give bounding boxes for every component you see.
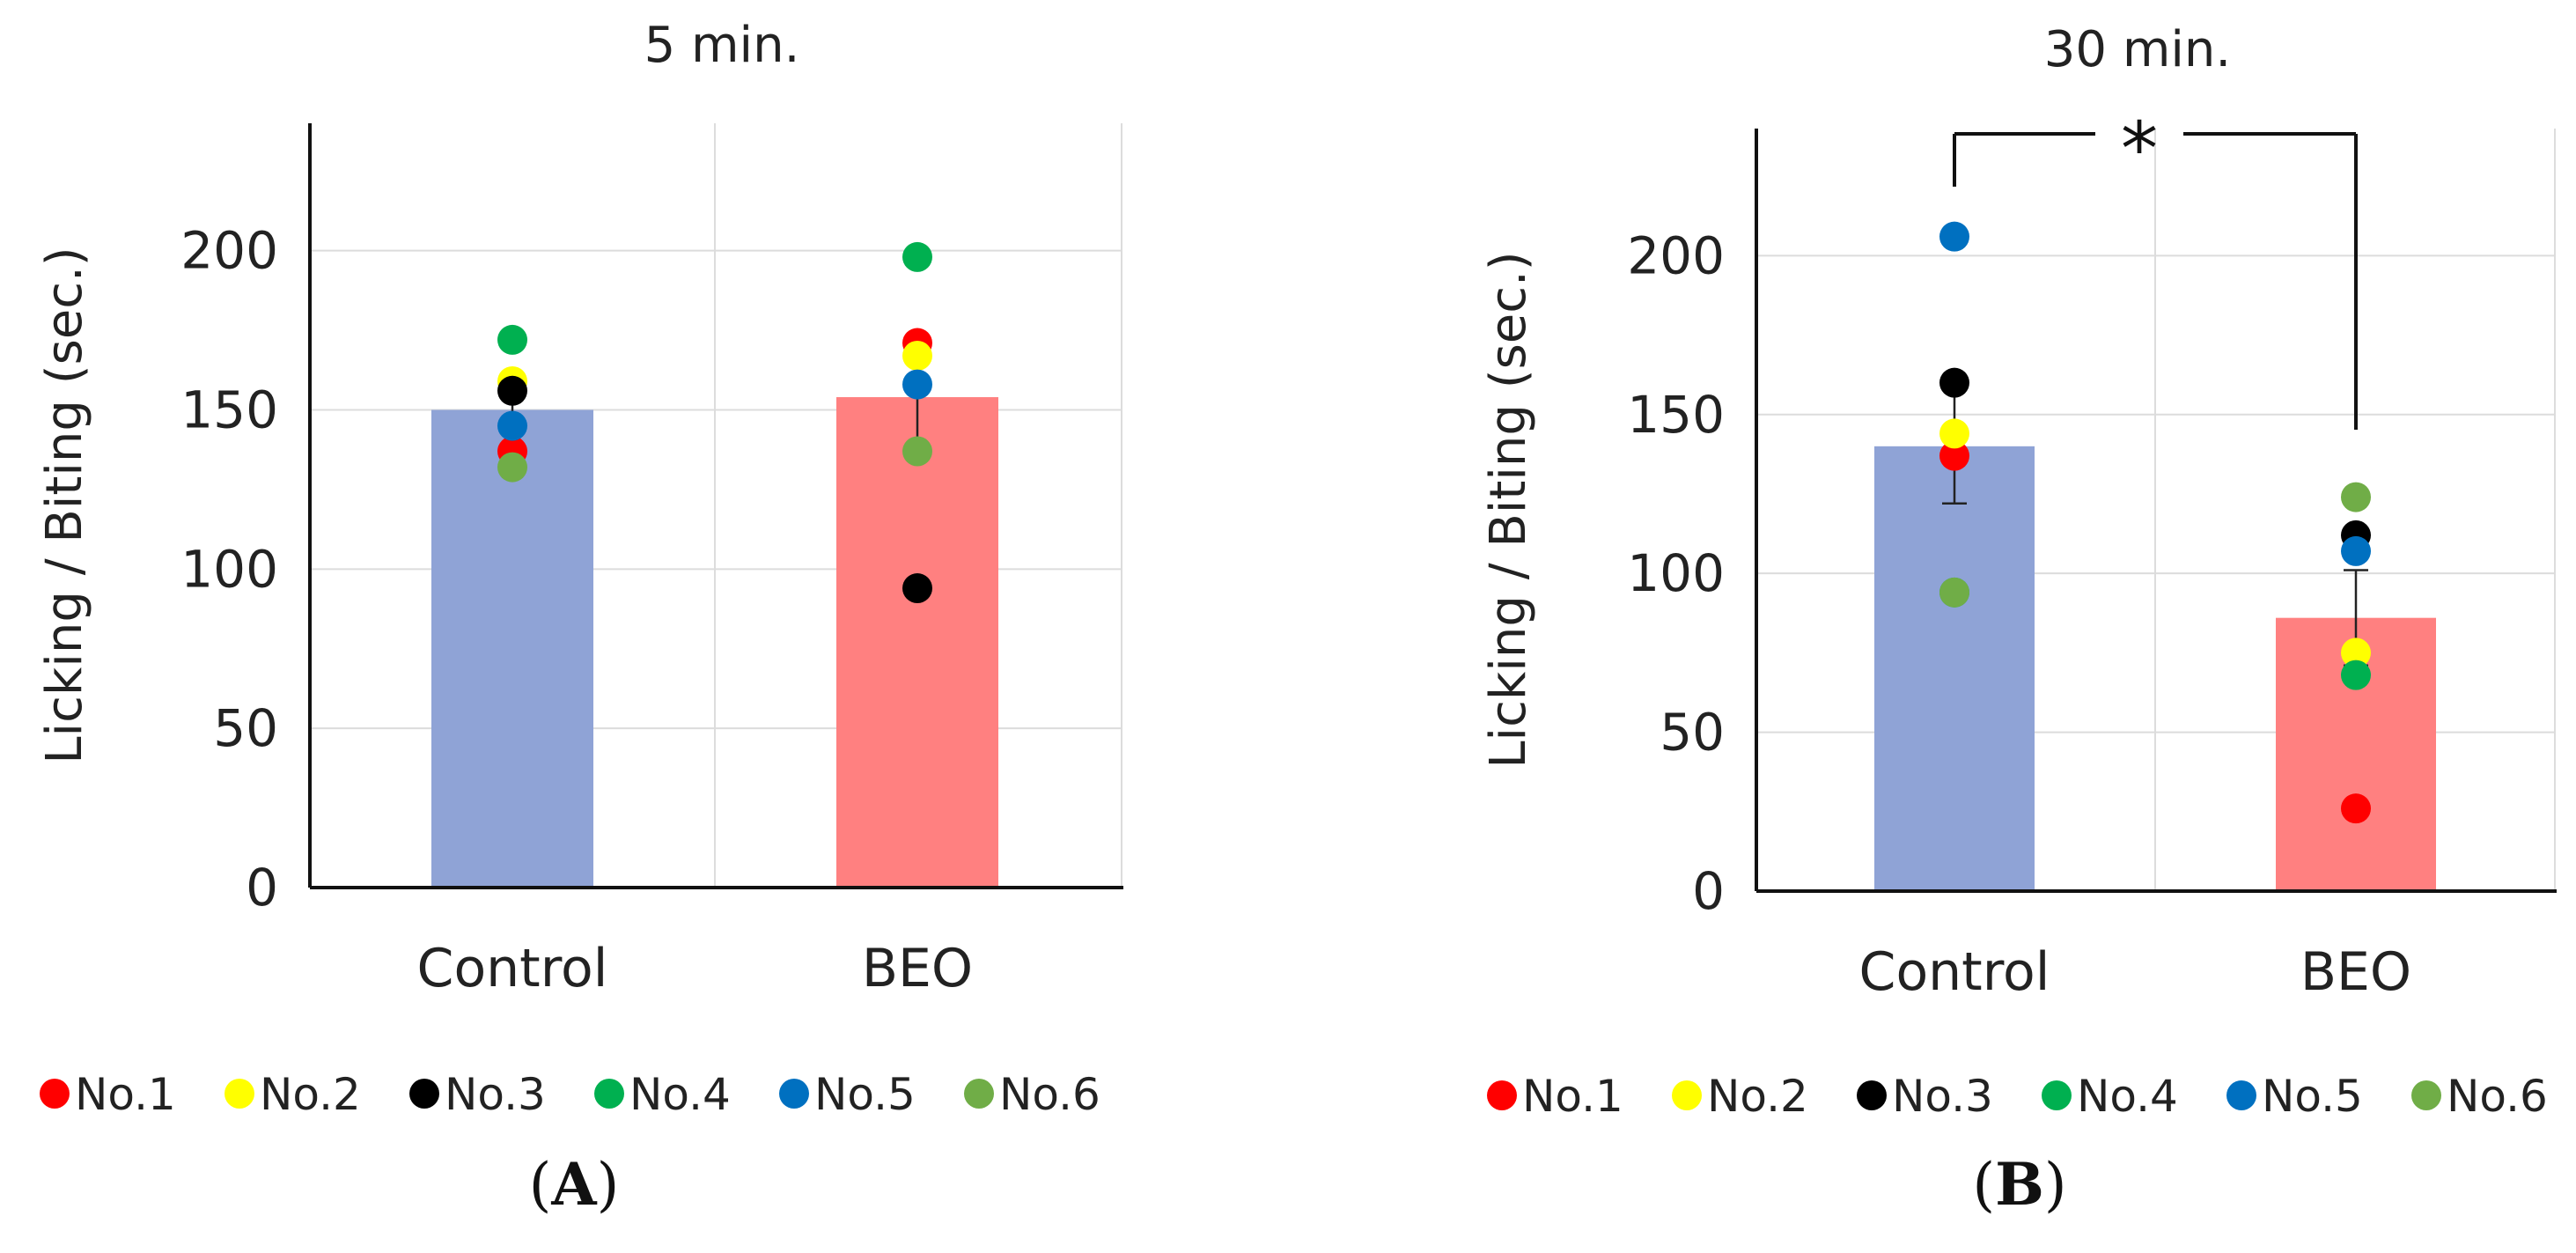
data-point-no2 (1939, 418, 1969, 449)
y-tick-label: 150 (180, 380, 278, 440)
panel-label-letter: A (550, 1150, 597, 1219)
x-tick-label: BEO (2300, 941, 2411, 1003)
panel-label: (A) (529, 1150, 620, 1219)
legend-label: No.1 (1522, 1071, 1623, 1122)
y-tick-label: 200 (180, 221, 278, 281)
y-tick-label: 100 (180, 539, 278, 599)
x-tick-label: Control (1859, 941, 2050, 1003)
legend-label: No.2 (1707, 1071, 1808, 1122)
data-point-no6 (902, 436, 932, 467)
data-point-no4 (497, 324, 527, 355)
legend-label: No.6 (999, 1069, 1100, 1120)
legend-marker (40, 1079, 70, 1109)
legend-marker (1487, 1080, 1517, 1110)
data-point-no5 (497, 410, 527, 441)
data-point-no1 (2341, 793, 2371, 824)
x-tick-label: BEO (862, 938, 973, 999)
legend-marker (779, 1079, 809, 1109)
y-axis-label: Licking / Biting (sec.) (1480, 251, 1537, 768)
data-point-no6 (2341, 482, 2371, 512)
data-point-no3 (1939, 367, 1969, 398)
bar-control (1874, 446, 2035, 891)
data-point-no6 (497, 452, 527, 483)
legend-label: No.4 (629, 1069, 731, 1120)
bar-control (431, 409, 593, 888)
legend-marker (1672, 1080, 1702, 1110)
legend-marker (2226, 1080, 2256, 1110)
x-tick-label: Control (417, 938, 608, 999)
chart-panel-b: 0 50 100 150 200 Control BEO 30 min. Licking / B… (1480, 21, 2557, 1219)
legend-label: No.2 (260, 1069, 361, 1120)
legend-marker (224, 1079, 254, 1109)
data-point-no5 (1939, 221, 1969, 252)
panel-label: (B) (1972, 1150, 2066, 1219)
legend-marker (594, 1079, 624, 1109)
panel-label-paren: ( (529, 1151, 552, 1219)
legend-label: No.4 (2077, 1071, 2178, 1122)
data-point-no2 (902, 341, 932, 372)
panel-label-paren: ( (1972, 1151, 1995, 1219)
legend-marker (964, 1079, 994, 1109)
legend-label: No.3 (1892, 1071, 1993, 1122)
legend-marker (2411, 1080, 2441, 1110)
legend-label: No.6 (2447, 1071, 2548, 1122)
legend-label: No.5 (2262, 1071, 2363, 1122)
y-tick-label: 0 (246, 858, 278, 918)
legend-label: No.5 (814, 1069, 916, 1120)
legend: No.1 No.2 No.3 No.4 No.5 No.6 (1487, 1071, 2548, 1122)
data-point-no1 (1939, 440, 1969, 471)
legend-label: No.1 (75, 1069, 176, 1120)
significance-marker: * (2121, 106, 2158, 192)
legend: No.1 No.2 No.3 No.4 No.5 No.6 (40, 1069, 1100, 1120)
data-point-no6 (1939, 577, 1969, 608)
data-point-no4 (2341, 660, 2371, 690)
data-point-no3 (497, 375, 527, 406)
chart-title: 30 min. (2044, 21, 2231, 78)
data-point-no4 (902, 241, 932, 272)
data-point-no3 (902, 573, 932, 604)
y-tick-label: 50 (213, 698, 278, 758)
legend-marker (2042, 1080, 2072, 1110)
bar-beo (836, 397, 998, 888)
panel-label-paren: ) (597, 1151, 620, 1219)
y-tick-label: 100 (1627, 543, 1725, 603)
legend-marker (409, 1079, 439, 1109)
data-point-no5 (902, 369, 932, 400)
data-point-no2 (2341, 638, 2371, 668)
data-point-no5 (2341, 535, 2371, 566)
y-tick-label: 200 (1627, 225, 1725, 285)
y-tick-label: 50 (1660, 703, 1725, 763)
panel-label-letter: B (1995, 1150, 2044, 1219)
legend-marker (1857, 1080, 1887, 1110)
panel-label-paren: ) (2044, 1151, 2067, 1219)
y-axis-label: Licking / Biting (sec.) (36, 247, 93, 763)
y-tick-label: 0 (1692, 861, 1725, 921)
y-tick-label: 150 (1627, 385, 1725, 445)
chart-panel-a: 0 50 100 150 200 Control BEO 5 min. Licking / Bi… (36, 17, 1123, 1219)
chart-title: 5 min. (644, 17, 800, 74)
legend-label: No.3 (445, 1069, 546, 1120)
